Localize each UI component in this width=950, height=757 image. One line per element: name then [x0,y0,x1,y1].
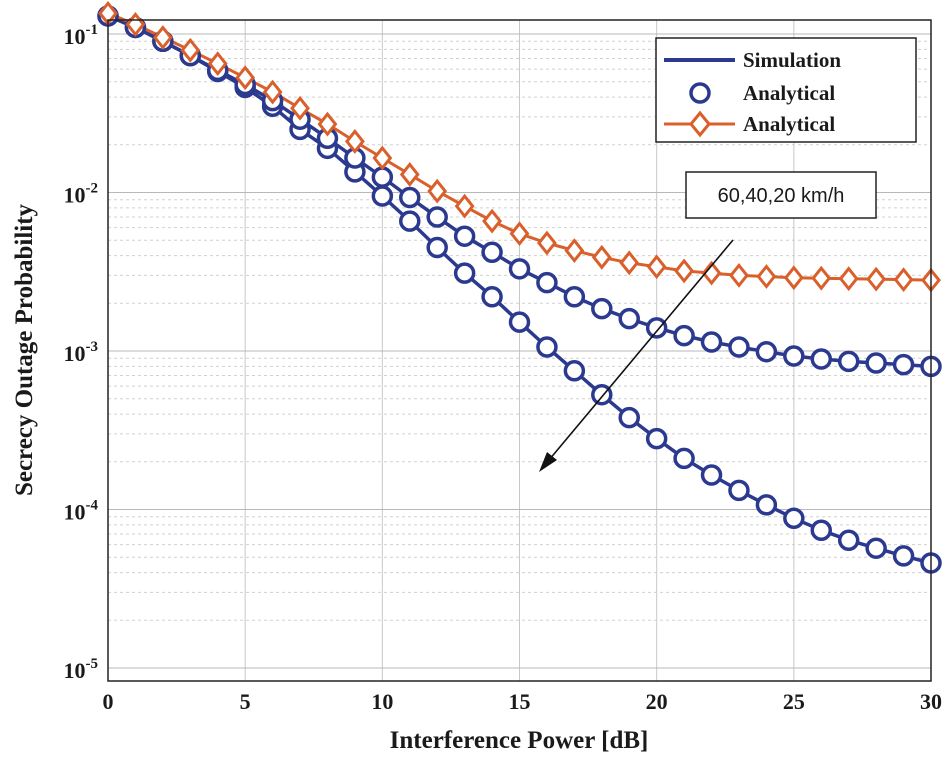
data-point-circle [426,206,448,228]
data-point-circle [645,427,668,450]
y-tick-label: 10-1 [64,22,99,49]
data-point-circle [728,336,750,358]
annotation-arrowhead [539,452,557,472]
x-tick-label: 0 [103,689,114,714]
speed-annotation: 60,40,20 km/h [539,171,877,472]
y-tick-label: 10-3 [64,339,99,366]
data-point-circle [892,353,915,376]
data-point-circle [536,336,558,358]
data-point-circle [399,210,421,232]
annotation-box [685,171,877,219]
x-tick-label: 30 [920,689,942,714]
legend-label-simulation: Simulation [743,48,841,72]
x-axis-label: Interference Power [dB] [390,727,649,754]
legend-label-analytical-circle: Analytical [743,81,835,105]
annotation-arrow-line [548,239,734,461]
data-point-circle [399,186,421,209]
data-point-circle [481,241,503,263]
data-point-circle [783,507,805,530]
data-point-circle [481,285,503,308]
data-point-diamond [454,193,475,219]
data-point-circle [453,262,476,284]
data-point-diamond [674,258,695,284]
data-point-circle [371,166,394,188]
data-point-circle [591,297,613,320]
data-point-circle [645,317,668,339]
data-point-circle [426,236,448,259]
data-point-diamond [344,129,365,154]
data-point-circle [618,406,640,429]
x-tick-label: 10 [371,689,393,714]
data-point-circle [700,331,723,353]
x-tick-label: 20 [646,689,668,714]
data-point-circle [865,352,887,374]
data-point-circle [591,383,613,406]
data-point-circle [810,348,833,370]
data-point-diamond [783,265,804,291]
data-point-diamond [207,51,228,77]
x-tick-label: 15 [509,689,531,714]
data-point-circle [837,529,860,551]
legend-diamond-marker [689,110,711,138]
data-point-circle [728,479,750,502]
series-layer [97,0,942,574]
data-point-circle [810,519,833,541]
legend-label-analytical-diamond: Analytical [743,112,835,136]
data-point-diamond [372,145,393,171]
data-point-diamond [537,230,557,256]
data-point-diamond [729,262,749,288]
data-point-diamond [564,238,585,263]
data-point-circle [563,360,586,382]
data-point-diamond [591,244,612,270]
data-point-diamond [235,65,256,91]
legend-circle-marker [689,82,711,104]
x-tick-label: 5 [240,689,251,714]
data-point-circle [536,271,558,294]
data-point-circle [755,494,778,516]
y-axis-label: Secrecy Outage Probability [11,203,38,496]
data-point-diamond [152,25,173,50]
data-point-diamond [399,162,420,187]
y-tick-label: 10-2 [64,181,99,208]
data-point-diamond [482,208,502,234]
data-point-diamond [646,254,667,280]
data-point-diamond [811,265,832,291]
data-point-circle [865,537,887,559]
data-point-circle [673,324,695,347]
data-point-diamond [893,267,914,293]
data-point-circle [837,350,860,373]
data-point-circle [755,340,778,363]
data-point-diamond [756,264,777,289]
legend: Simulation Analytical Analytical [655,37,917,143]
data-point-diamond [619,250,640,276]
axes: 0 5 10 15 20 25 30 10-1 10-2 10-3 10-4 10-5 [64,22,943,714]
data-point-circle [508,258,531,280]
data-point-diamond [509,221,530,247]
data-point-circle [892,545,915,567]
data-point-circle [618,307,640,330]
plot-frame [107,19,932,682]
data-point-diamond [838,266,859,292]
data-point-circle [783,345,805,367]
data-point-diamond [180,37,201,63]
data-point-diamond [290,95,310,121]
data-point-circle [563,285,586,308]
data-point-diamond [866,266,887,292]
data-point-diamond [427,178,448,204]
data-point-diamond [262,79,283,105]
data-point-circle [508,311,531,333]
x-tick-label: 25 [783,689,805,714]
data-point-circle [371,185,394,207]
data-point-diamond [701,260,722,286]
data-point-circle [453,225,476,247]
y-tick-label: 10-5 [64,656,99,683]
data-point-circle [673,447,695,470]
data-point-diamond [317,111,338,137]
data-point-circle [700,464,723,486]
y-tick-label: 10-4 [64,498,99,525]
annotation-text: 60,40,20 km/h [718,185,845,207]
